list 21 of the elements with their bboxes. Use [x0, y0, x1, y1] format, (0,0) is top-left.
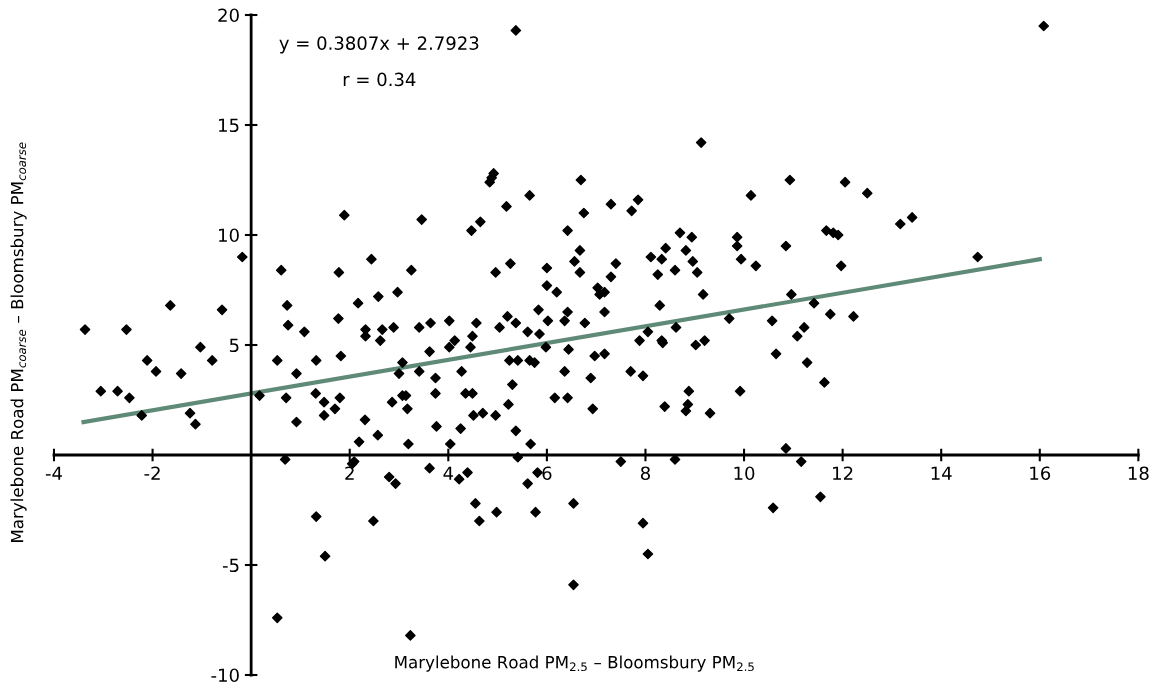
annotation: r = 0.34 [343, 72, 416, 87]
x-tick-label: 6 [542, 466, 552, 481]
x-tick-label: 14 [931, 466, 952, 480]
y-tick-label: -10 [211, 668, 239, 683]
x-tick-label: 12 [833, 466, 853, 480]
y-tick-label: 10 [219, 228, 239, 243]
y-tick-label: 15 [219, 118, 239, 133]
y-tick-label: -5 [222, 558, 239, 573]
x-tick-label: 10 [734, 466, 755, 481]
x-tick-label: 18 [1128, 466, 1149, 481]
annotation: y = 0.3807x + 2.7923 [279, 36, 479, 54]
x-tick-label: 4 [443, 466, 454, 480]
x-tick-label: 8 [640, 466, 650, 481]
x-axis-title: Marylebone Road PM$_{2.5}$ – Bloomsbury PM$_{2.5}$ [395, 655, 754, 672]
y-tick-label: 20 [218, 8, 239, 23]
y-axis-title: Marylebone Road PM$_{coarse}$ – Bloomsbury PM$_{coarse}$ [10, 142, 27, 542]
x-tick-label: -2 [144, 466, 160, 480]
x-tick-label: 2 [345, 466, 354, 480]
y-tick-label: 5 [229, 338, 239, 353]
x-tick-label: 16 [1030, 466, 1051, 481]
x-tick-label: -4 [45, 466, 62, 480]
